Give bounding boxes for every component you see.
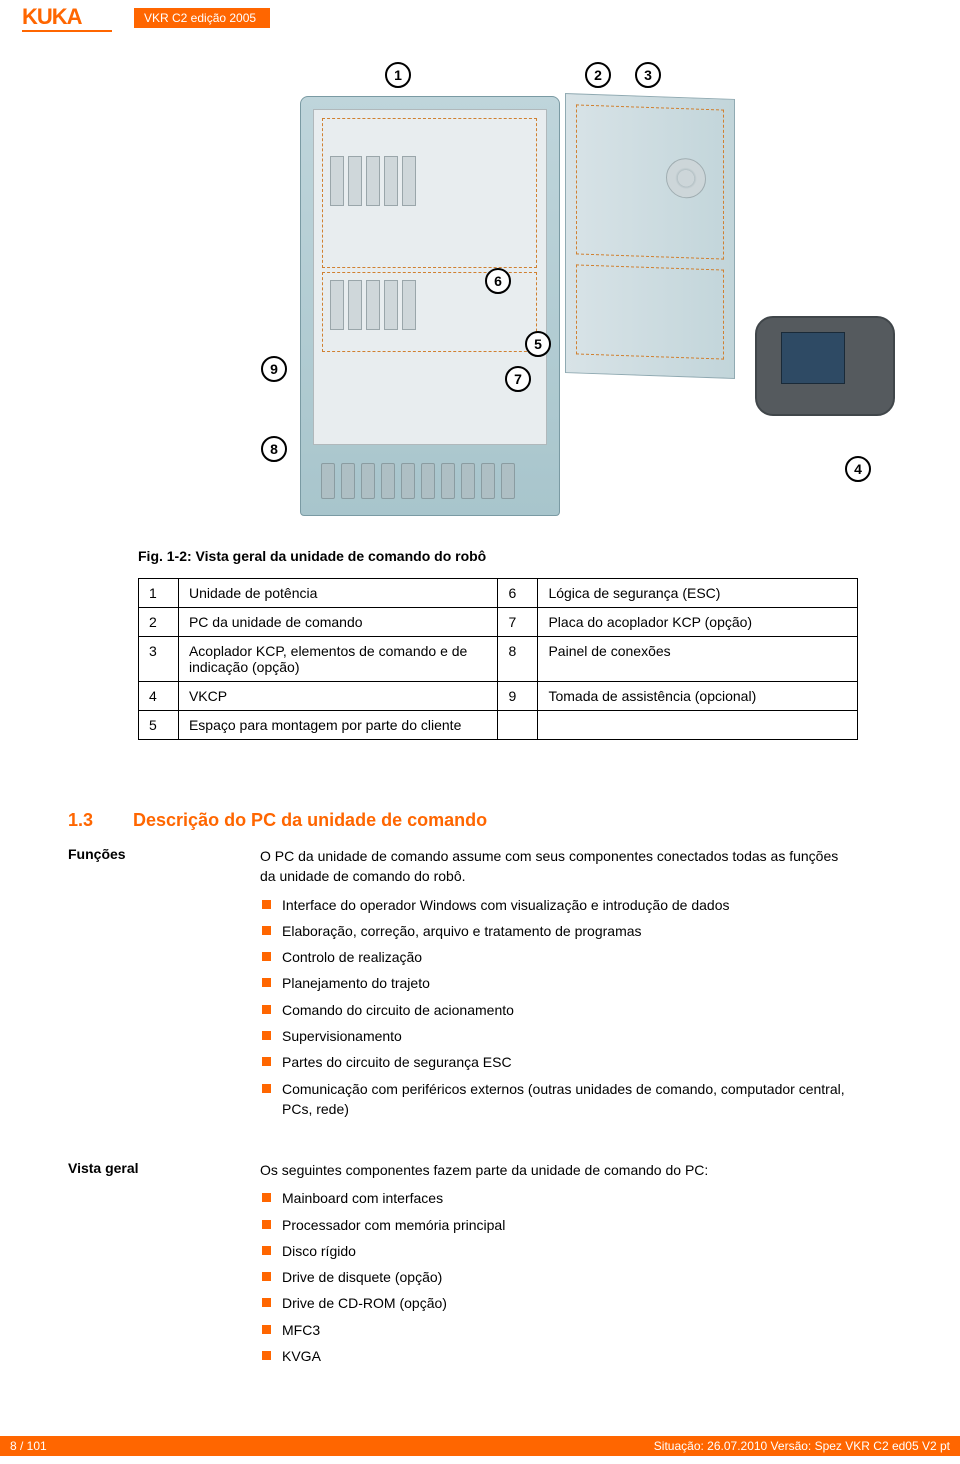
side-label-funcoes: Funções bbox=[68, 846, 126, 862]
list-item: Drive de CD-ROM (opção) bbox=[260, 1293, 856, 1313]
table-row: 2 PC da unidade de comando 7 Placa do ac… bbox=[139, 608, 858, 637]
section-number: 1.3 bbox=[68, 810, 128, 831]
callout-6: 6 bbox=[485, 268, 511, 294]
vista-intro: Os seguintes componentes fazem parte da … bbox=[260, 1160, 856, 1180]
kcp-screen bbox=[781, 332, 845, 384]
table-row: 3 Acoplador KCP, elementos de comando e … bbox=[139, 637, 858, 682]
list-item: Disco rígido bbox=[260, 1241, 856, 1261]
section-title: Descrição do PC da unidade de comando bbox=[133, 810, 487, 830]
list-item: Processador com memória principal bbox=[260, 1215, 856, 1235]
list-item: Mainboard com interfaces bbox=[260, 1188, 856, 1208]
list-item: Partes do circuito de segurança ESC bbox=[260, 1052, 856, 1072]
list-item: KVGA bbox=[260, 1346, 856, 1366]
page-footer: 8 / 101 Situação: 26.07.2010 Versão: Spe… bbox=[0, 1436, 960, 1456]
table-row: 1 Unidade de potência 6 Lógica de segura… bbox=[139, 579, 858, 608]
footer-version: Situação: 26.07.2010 Versão: Spez VKR C2… bbox=[654, 1439, 950, 1453]
list-item: Interface do operador Windows com visual… bbox=[260, 895, 856, 915]
vista-block: Os seguintes componentes fazem parte da … bbox=[260, 1160, 856, 1372]
section-heading: 1.3 Descrição do PC da unidade de comand… bbox=[68, 810, 487, 831]
callout-7: 7 bbox=[505, 366, 531, 392]
kcp-device bbox=[755, 316, 895, 416]
callout-4: 4 bbox=[845, 456, 871, 482]
list-item: Supervisionamento bbox=[260, 1026, 856, 1046]
list-item: Comunicação com periféricos externos (ou… bbox=[260, 1079, 856, 1120]
legend-d2: Lógica de segurança (ESC) bbox=[538, 579, 858, 608]
list-item: Drive de disquete (opção) bbox=[260, 1267, 856, 1287]
cabinet-door bbox=[565, 93, 735, 379]
table-row: 5 Espaço para montagem por parte do clie… bbox=[139, 711, 858, 740]
list-item: Controlo de realização bbox=[260, 947, 856, 967]
list-item: Elaboração, correção, arquivo e tratamen… bbox=[260, 921, 856, 941]
list-item: Comando do circuito de acionamento bbox=[260, 1000, 856, 1020]
list-item: MFC3 bbox=[260, 1320, 856, 1340]
side-label-vista: Vista geral bbox=[68, 1160, 139, 1176]
funcoes-list: Interface do operador Windows com visual… bbox=[260, 895, 856, 1120]
list-item: Planejamento do trajeto bbox=[260, 973, 856, 993]
cabinet-inner bbox=[313, 109, 547, 445]
callout-2: 2 bbox=[585, 62, 611, 88]
figure-caption: Fig. 1-2: Vista geral da unidade de coma… bbox=[138, 548, 486, 564]
vista-list: Mainboard com interfaces Processador com… bbox=[260, 1188, 856, 1366]
vent-row bbox=[321, 463, 515, 499]
brand-logo: KUKA bbox=[22, 4, 82, 30]
header-title: VKR C2 edição 2005 bbox=[134, 8, 270, 28]
callout-1: 1 bbox=[385, 62, 411, 88]
funcoes-block: O PC da unidade de comando assume com se… bbox=[260, 846, 856, 1125]
callout-9: 9 bbox=[261, 356, 287, 382]
figure-diagram: 1 2 3 4 5 6 7 8 9 bbox=[205, 56, 865, 536]
legend-d1: Unidade de potência bbox=[178, 579, 498, 608]
legend-n1: 1 bbox=[139, 579, 179, 608]
legend-n2: 6 bbox=[498, 579, 538, 608]
slot-row-top bbox=[330, 156, 416, 206]
legend-table: 1 Unidade de potência 6 Lógica de segura… bbox=[138, 578, 858, 740]
callout-5: 5 bbox=[525, 331, 551, 357]
funcoes-intro: O PC da unidade de comando assume com se… bbox=[260, 846, 856, 887]
cabinet-body bbox=[300, 96, 560, 516]
brand-logo-underline bbox=[22, 30, 112, 32]
footer-page-number: 8 / 101 bbox=[10, 1439, 47, 1453]
door-dashed-2 bbox=[576, 264, 724, 359]
table-row: 4 VKCP 9 Tomada de assistência (opcional… bbox=[139, 682, 858, 711]
callout-3: 3 bbox=[635, 62, 661, 88]
fan-icon bbox=[666, 158, 706, 199]
callout-8: 8 bbox=[261, 436, 287, 462]
